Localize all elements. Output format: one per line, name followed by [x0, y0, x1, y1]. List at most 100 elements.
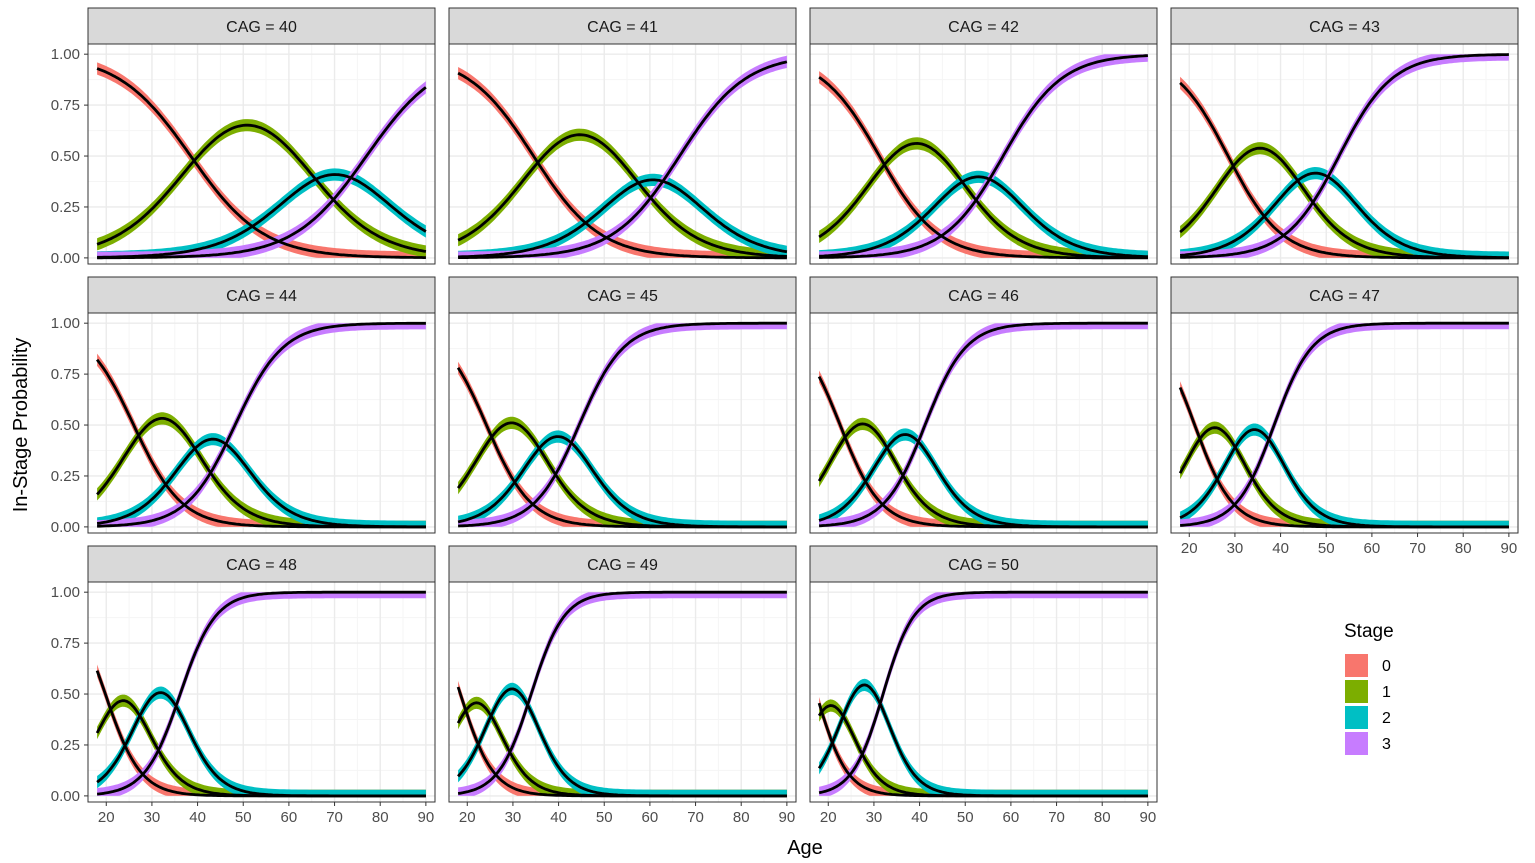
stage-2-line — [96, 691, 426, 798]
legend-swatch-stage-2 — [1345, 706, 1368, 729]
stage-2-line — [457, 435, 787, 529]
facet-strip-label: CAG = 49 — [587, 557, 658, 574]
stage-0-band — [97, 62, 426, 258]
x-tick-label: 30 — [1227, 540, 1244, 557]
panel-border — [448, 43, 797, 265]
panel-border — [809, 312, 1158, 534]
grid — [1171, 313, 1518, 533]
y-tick-label: 0.75 — [51, 635, 80, 652]
panel-border — [1170, 312, 1519, 534]
y-tick-label: 0.50 — [51, 417, 80, 434]
y-tick-label: 0.50 — [51, 686, 80, 703]
facet-strip-label: CAG = 47 — [1309, 288, 1380, 305]
stage-3-line — [97, 86, 427, 260]
y-tick-label: 0.75 — [51, 366, 80, 383]
y-tick-label: 1.00 — [51, 315, 80, 332]
y-tick-label: 0.75 — [51, 97, 80, 114]
stage-3-line — [819, 54, 1148, 259]
stage-3-line — [457, 590, 787, 795]
facet-strip-label: CAG = 40 — [226, 19, 297, 36]
stage-3-line — [819, 321, 1148, 528]
panel-border — [1170, 43, 1519, 265]
stage-0-line — [96, 67, 426, 259]
facet-strip-label: CAG = 44 — [226, 288, 297, 305]
panel-border — [809, 43, 1158, 265]
stage-3-line — [458, 321, 787, 528]
x-tick-label: 90 — [1140, 809, 1157, 826]
facet-strip-label: CAG = 50 — [948, 557, 1019, 574]
facet-panel-cag-50: CAG = 50 20 30 40 50 60 70 80 90 — [809, 545, 1158, 826]
x-tick-label: 60 — [281, 809, 298, 826]
x-tick-label: 80 — [1455, 540, 1472, 557]
stage-2-line — [457, 687, 787, 798]
facet-panel-cag-47: CAG = 47 20 30 40 50 60 70 80 90 — [1170, 276, 1519, 557]
facet-panel-cag-45: CAG = 45 — [448, 276, 797, 534]
facet-panel-cag-48: CAG = 48 0.00 0.25 0.50 0.75 1.00 20 30 40 50 60 70… — [51, 545, 436, 826]
x-tick-label: 60 — [642, 809, 659, 826]
x-tick-label: 20 — [98, 809, 115, 826]
stage-2-line — [1179, 428, 1509, 529]
x-tick-label: 20 — [820, 809, 837, 826]
stage-3-band — [97, 81, 426, 258]
y-tick-label: 1.00 — [51, 584, 80, 601]
facet-strip — [87, 7, 436, 45]
x-tick-label: 50 — [957, 809, 974, 826]
facet-panel-cag-49: CAG = 49 20 30 40 50 60 70 80 90 — [448, 545, 797, 826]
legend-swatch-stage-0 — [1345, 654, 1368, 677]
legend-label-stage-3: 3 — [1382, 736, 1391, 753]
legend-title: Stage — [1344, 621, 1394, 642]
stage-1-line — [457, 133, 787, 258]
x-tick-label: 30 — [505, 809, 522, 826]
stage-1-line — [1179, 146, 1509, 260]
stage-1-band — [1180, 421, 1509, 527]
x-tick-label: 80 — [372, 809, 389, 826]
panel-background — [810, 44, 1157, 264]
x-tick-label: 80 — [733, 809, 750, 826]
x-tick-label: 30 — [144, 809, 161, 826]
x-tick-label: 70 — [1048, 809, 1065, 826]
x-tick-label: 40 — [550, 809, 567, 826]
facet-strip-label: CAG = 46 — [948, 288, 1019, 305]
x-tick-label: 90 — [779, 809, 796, 826]
stage-2-line — [818, 433, 1148, 529]
stage-3-line — [818, 590, 1148, 795]
facet-strip-label: CAG = 45 — [587, 288, 658, 305]
y-tick-label: 0.25 — [51, 737, 80, 754]
y-tick-label: 0.50 — [51, 148, 80, 165]
y-tick-label: 0.25 — [51, 468, 80, 485]
stage-3-line — [97, 321, 426, 528]
facet-panel-cag-41: CAG = 41 — [448, 7, 797, 265]
facet-strip — [87, 276, 436, 314]
panel-border — [87, 312, 436, 534]
facet-strip-label: CAG = 41 — [587, 19, 658, 36]
stage-2-band — [97, 433, 426, 527]
facet-panels: CAG = 40 0.00 0.25 0.50 0.75 1.00 CAG = 41 CAG … — [51, 7, 1519, 826]
x-tick-label: 50 — [235, 809, 252, 826]
panel-background — [810, 582, 1157, 802]
stage-3-line — [1180, 53, 1509, 259]
stage-3-line — [96, 590, 426, 796]
facet-panel-cag-40: CAG = 40 0.00 0.25 0.50 0.75 1.00 — [51, 7, 436, 267]
panel-border — [448, 581, 797, 803]
stage-3-band — [458, 55, 787, 258]
stage-0-line — [818, 76, 1148, 260]
x-tick-label: 20 — [1181, 540, 1198, 557]
x-tick-label: 30 — [866, 809, 883, 826]
stage-2-line — [97, 173, 427, 259]
y-tick-label: 0.25 — [51, 199, 80, 216]
legend-swatch-stage-3 — [1345, 732, 1368, 755]
y-tick-label: 0.00 — [51, 788, 80, 805]
y-tick-label: 0.00 — [51, 519, 80, 536]
x-tick-label: 40 — [1272, 540, 1289, 557]
legend-swatch-stage-1 — [1345, 680, 1368, 703]
stage-3-band — [458, 592, 787, 796]
stage-2-band — [458, 430, 787, 527]
facet-panel-cag-44: CAG = 44 0.00 0.25 0.50 0.75 1.00 — [51, 276, 436, 536]
legend-label-stage-1: 1 — [1382, 684, 1391, 701]
facet-strip — [809, 545, 1158, 583]
stage-2-line — [458, 178, 788, 259]
legend-label-stage-2: 2 — [1382, 710, 1391, 727]
stage-1-line — [96, 123, 427, 253]
x-tick-label: 80 — [1094, 809, 1111, 826]
